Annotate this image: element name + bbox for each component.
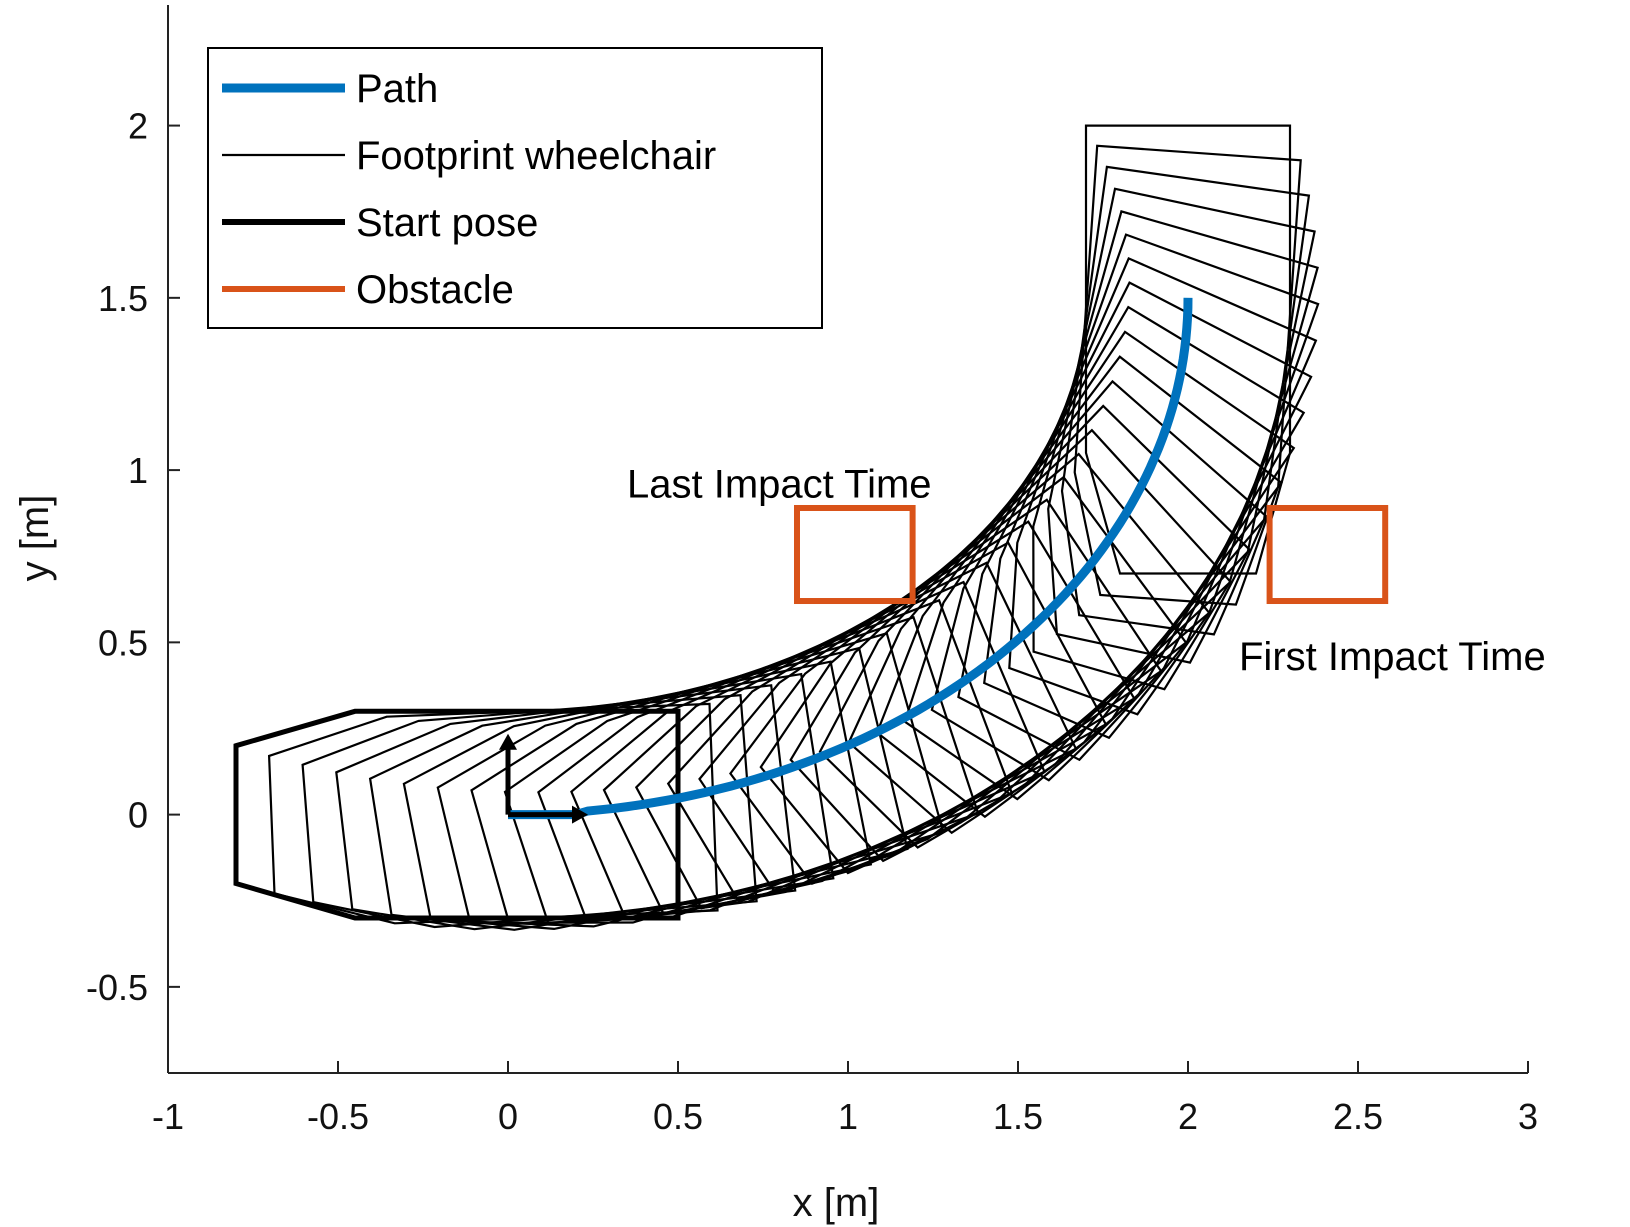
x-tick-label: 2 xyxy=(1178,1096,1198,1137)
footprint-outline xyxy=(1084,124,1292,575)
legend-label: Footprint wheelchair xyxy=(356,134,716,178)
legend: Path Footprint wheelchair Start pose Obstac… xyxy=(207,47,823,329)
x-tick-label: 2.5 xyxy=(1333,1096,1383,1137)
footprint-outline xyxy=(503,615,980,924)
legend-box xyxy=(207,47,823,329)
x-tick-label: 3 xyxy=(1518,1096,1538,1137)
footprint-group xyxy=(233,124,1320,931)
start-pose-x-arrowhead xyxy=(572,805,588,824)
path-layer xyxy=(508,297,1193,820)
footprint-outline xyxy=(335,684,797,931)
x-ticks: -1 -0.5 0 0.5 1 1.5 2 2.5 3 xyxy=(152,1061,1538,1137)
y-tick-label: -0.5 xyxy=(86,967,148,1008)
footprint-outline xyxy=(1008,233,1320,716)
footprint-outline xyxy=(983,256,1318,740)
x-tick-label: -0.5 xyxy=(307,1096,369,1137)
axes: -1 -0.5 0 0.5 1 1.5 2 2.5 3 -0.500.511.52 x [m] … xyxy=(13,5,1538,1225)
x-tick-label: 0 xyxy=(498,1096,518,1137)
footprint-outline xyxy=(818,404,1252,849)
annotation-1: Last Impact Time xyxy=(627,463,932,507)
legend-label: Start pose xyxy=(356,201,538,245)
obstacle-layer xyxy=(794,504,1389,605)
footprint-outline xyxy=(1032,210,1319,691)
start-footprint xyxy=(233,708,681,921)
footprint-outline xyxy=(470,631,945,924)
legend-label: Obstacle xyxy=(356,268,514,312)
x-tick-label: 1.5 xyxy=(993,1096,1043,1137)
legend-items: Path Footprint wheelchair Start pose Obstac… xyxy=(222,67,716,312)
x-tick-label: 0.5 xyxy=(653,1096,703,1137)
footprint-outline xyxy=(1073,144,1302,606)
y-tick-label: 2 xyxy=(128,106,148,147)
footprint-outline xyxy=(634,541,1108,910)
x-tick-label: 1 xyxy=(838,1096,858,1137)
y-tick-label: 1.5 xyxy=(98,278,148,319)
footprint-outline xyxy=(1060,165,1311,636)
footprint-outline xyxy=(368,672,835,931)
y-tick-label: 0.5 xyxy=(98,622,148,663)
footprint-outline xyxy=(930,305,1306,782)
footprint-outline xyxy=(903,330,1296,801)
footprint-outline xyxy=(267,702,719,925)
y-tick-label: 0 xyxy=(128,795,148,836)
y-ticks: -0.5 0 0.5 1 1.5 2 xyxy=(86,106,180,1008)
start-pose-layer xyxy=(499,733,588,824)
obstacle-1 xyxy=(794,504,916,605)
y-tick-label: 1 xyxy=(128,450,148,491)
obstacle-2 xyxy=(1266,504,1389,605)
footprint-outline xyxy=(1047,187,1316,664)
y-axis-label: y [m] xyxy=(13,495,57,582)
x-axis-label: x [m] xyxy=(793,1181,880,1225)
x-tick-label: -1 xyxy=(152,1096,184,1137)
path-line xyxy=(508,297,1193,820)
legend-label: Path xyxy=(356,67,438,111)
footprint-outline xyxy=(301,694,758,929)
footprint-outline xyxy=(957,281,1313,762)
start-pose-y-arrowhead xyxy=(499,733,517,750)
annotation-layer: Last Impact Time First Impact Time xyxy=(627,463,1546,679)
annotation-2: First Impact Time xyxy=(1239,635,1546,679)
footprint-outline xyxy=(402,660,873,931)
